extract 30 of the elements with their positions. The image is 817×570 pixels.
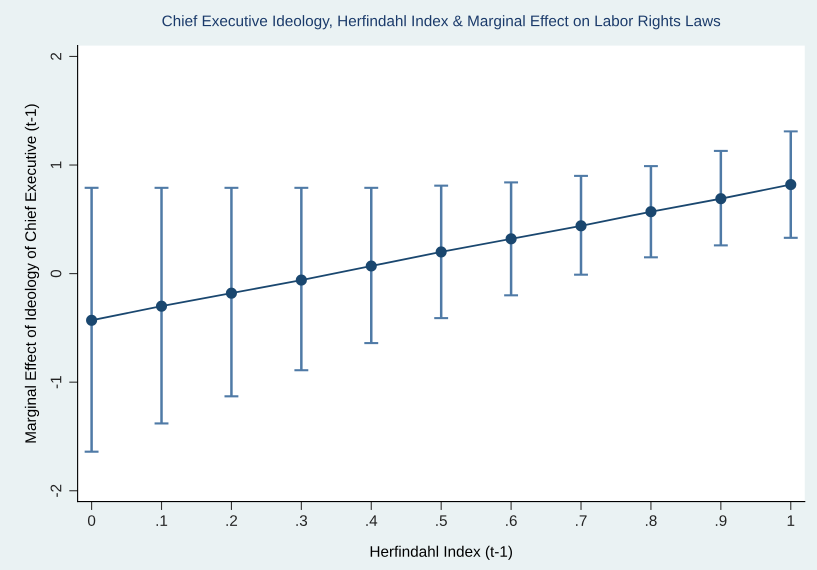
x-tick-label: .3 [296,515,308,526]
point [296,274,307,286]
point [86,314,98,326]
y-tick-label: -2 [50,484,62,497]
point [366,260,377,272]
x-tick-label: .1 [156,515,168,526]
x-tick-label: .7 [576,515,587,526]
x-tick-label: .5 [436,515,447,526]
point [506,233,517,244]
x-tick-label: 1 [788,515,794,526]
point [715,193,726,204]
x-tick-label: .4 [366,515,378,526]
y-tick-label: 2 [50,52,62,60]
point [226,288,237,299]
y-tick-label: -1 [50,376,62,388]
x-tick-label: .8 [646,515,657,526]
chart-title: Chief Executive Ideology, Herfindahl Index & Marginal Effect on Labor Rights Laws [162,15,720,30]
point [645,206,656,218]
point [575,220,587,232]
y-tick-label: 0 [50,270,62,278]
x-tick-label: .9 [716,515,726,526]
point [436,246,447,258]
point [156,300,168,312]
y-tick-label: 1 [50,162,62,168]
x-tick-label: 0 [88,515,96,526]
point [785,179,796,190]
x-axis-title: Herfindahl Index (t-1) [370,546,512,560]
x-tick-label: .2 [226,515,238,526]
y-axis-title: Marginal Effect of Ideology of Chief Executive (t-1) [24,104,40,442]
x-tick-label: .6 [506,515,517,526]
